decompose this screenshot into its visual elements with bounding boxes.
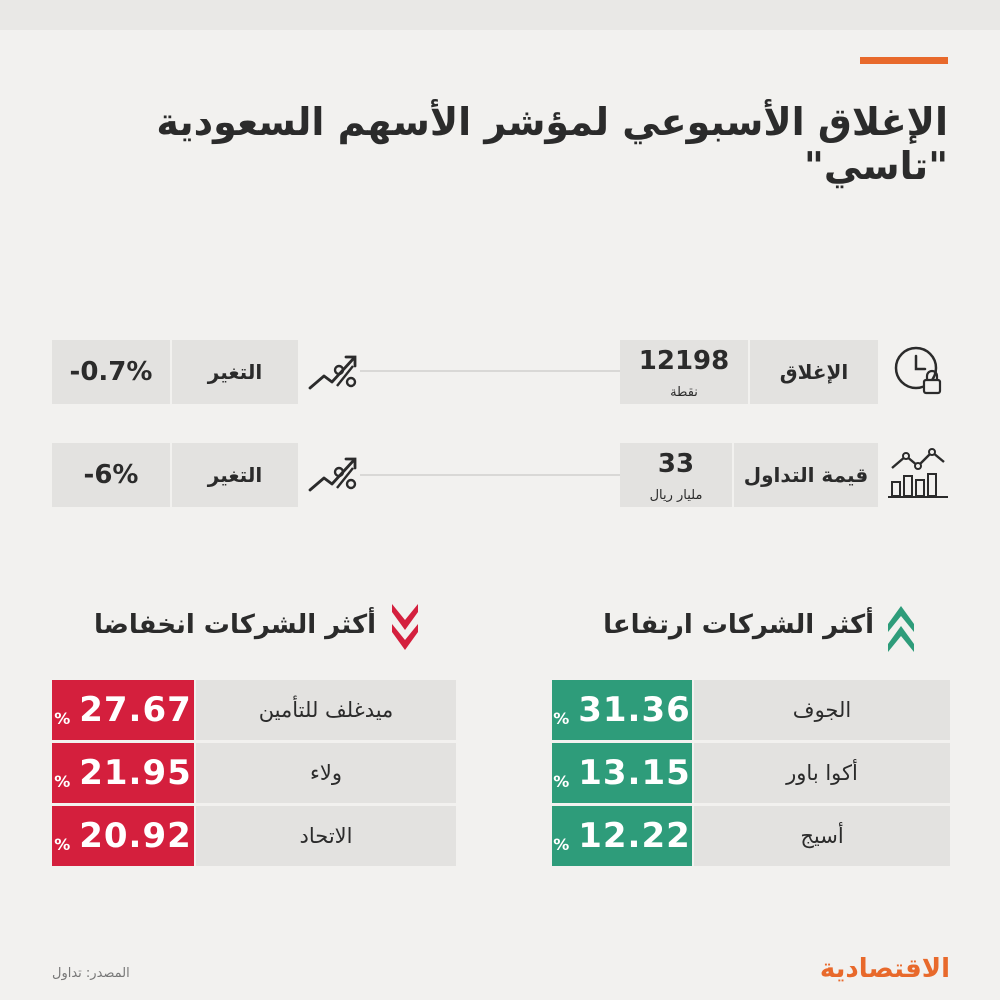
percent-sign: %	[54, 772, 72, 791]
loser-name: الاتحاد	[196, 806, 456, 866]
gainer-value-box: % 13.15	[552, 743, 692, 803]
turnover-change-label: التغير	[207, 463, 263, 487]
gainer-name: أكوا باور	[694, 743, 950, 803]
turnover-value-box: 33 مليار ريال	[620, 443, 732, 507]
closing-unit: نقطة	[670, 385, 698, 400]
gainer-name: الجوف	[694, 680, 950, 740]
closing-value: 12198	[638, 346, 730, 376]
percent-sign: %	[54, 835, 72, 854]
turnover-change-value-box: -6%	[52, 443, 170, 507]
top-band	[0, 0, 1000, 30]
loser-value-box: % 27.67	[52, 680, 194, 740]
gainer-value-box: % 31.36	[552, 680, 692, 740]
source-note: المصدر: تداول	[52, 966, 130, 981]
gainers-title: أكثر الشركات ارتفاعا	[603, 610, 874, 640]
connector-line	[360, 474, 620, 476]
loser-name: ميدغلف للتأمين	[196, 680, 456, 740]
loser-value: 20.92	[79, 816, 192, 856]
bar-chart-trend-icon	[888, 448, 948, 498]
gainer-value: 12.22	[578, 816, 691, 856]
turnover-label: قيمة التداول	[743, 463, 869, 487]
gainer-value: 13.15	[578, 753, 691, 793]
double-chevron-up-icon	[888, 606, 914, 652]
closing-change-label: التغير	[207, 360, 263, 384]
closing-change-value: -0.7%	[69, 357, 153, 387]
turnover-change-value: -6%	[83, 460, 139, 490]
closing-value-box: 12198 نقطة	[620, 340, 748, 404]
closing-change-value-box: -0.7%	[52, 340, 170, 404]
gainer-value-box: % 12.22	[552, 806, 692, 866]
loser-value: 27.67	[79, 690, 192, 730]
closing-label-box: الإغلاق	[750, 340, 878, 404]
clock-lock-icon	[894, 346, 942, 395]
turnover-label-box: قيمة التداول	[734, 443, 878, 507]
percent-trend-icon	[308, 355, 357, 390]
publisher-logo: الاقتصادية	[819, 954, 950, 984]
turnover-change-label-box: التغير	[172, 443, 298, 507]
gainer-name: أسيج	[694, 806, 950, 866]
loser-value-box: % 20.92	[52, 806, 194, 866]
page-title: الإغلاق الأسبوعي لمؤشر الأسهم السعودية "…	[156, 100, 948, 188]
closing-label: الإغلاق	[779, 360, 849, 384]
percent-sign: %	[54, 709, 72, 728]
percent-sign: %	[553, 835, 571, 854]
loser-value-box: % 21.95	[52, 743, 194, 803]
loser-value: 21.95	[79, 753, 192, 793]
turnover-unit: مليار ريال	[649, 488, 703, 503]
losers-title: أكثر الشركات انخفاضا	[93, 610, 376, 640]
loser-name: ولاء	[196, 743, 456, 803]
gainer-value: 31.36	[578, 690, 691, 730]
percent-trend-icon	[308, 457, 357, 492]
percent-sign: %	[553, 772, 571, 791]
double-chevron-down-icon	[392, 604, 418, 650]
closing-change-label-box: التغير	[172, 340, 298, 404]
connector-line	[360, 370, 620, 372]
percent-sign: %	[553, 709, 571, 728]
accent-line	[860, 57, 948, 64]
turnover-value: 33	[657, 449, 695, 479]
